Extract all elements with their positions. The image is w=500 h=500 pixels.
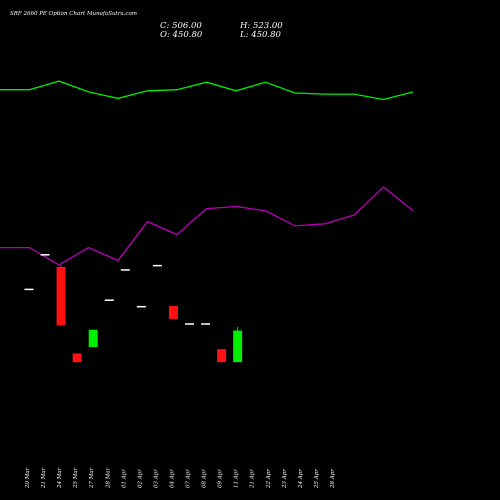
candle-body (88, 329, 98, 348)
x-tick-label: 25 Mar (73, 467, 79, 489)
x-tick-label: 20 Mar (25, 467, 31, 489)
candle-body (152, 264, 162, 267)
x-tick-label: 11 Apr (234, 469, 240, 488)
x-tick-label: 22 Apr (266, 469, 272, 489)
candles-group (24, 254, 243, 363)
candle-body (104, 299, 114, 301)
candle-body (136, 305, 146, 308)
x-tick-label: 23 Apr (282, 469, 288, 489)
x-tick-label: 08 Apr (202, 469, 208, 488)
magenta-series-line (0, 186, 414, 266)
x-tick-label: 21 Mar (41, 467, 47, 489)
candle-body (217, 349, 227, 363)
x-tick-label: 24 Mar (57, 467, 63, 489)
x-tick-label: 24 Apr (298, 469, 304, 489)
candle-body (201, 323, 211, 325)
high-label: H: 523.00 (239, 21, 283, 31)
x-tick-label: 04 Apr (169, 469, 175, 488)
low-label: L: 450.80 (239, 30, 282, 40)
x-tick-label: 09 Apr (218, 469, 224, 488)
candle-body (168, 305, 178, 319)
chart-title: SRF 2660 PE Option Chart MunafaSutra.com (10, 11, 137, 17)
green-series-line (0, 80, 414, 101)
candle-body (233, 330, 243, 363)
x-tick-label: 25 Apr (314, 469, 320, 489)
open-label: O: 450.80 (160, 30, 203, 40)
x-tick-label: 28 Mar (105, 467, 111, 489)
candle-body (185, 323, 194, 325)
x-axis-ticks: 20 Mar 21 Mar 24 Mar 25 Mar 27 Mar 28 Mar 01 A… (25, 467, 336, 489)
x-tick-label: 28 Apr (330, 469, 336, 489)
candle-body (24, 288, 34, 291)
candle-body (120, 269, 130, 271)
close-label: C: 506.00 (160, 21, 202, 31)
candle-body (40, 254, 50, 256)
candle-body (72, 353, 82, 363)
x-tick-label: 03 Apr (153, 469, 159, 488)
x-tick-label: 21 Apr (250, 469, 256, 489)
x-tick-label: 07 Apr (186, 469, 192, 488)
x-tick-label: 01 Apr (121, 469, 127, 488)
x-tick-label: 02 Apr (137, 469, 143, 488)
candle-body (56, 267, 66, 326)
x-tick-label: 27 Mar (89, 467, 95, 489)
